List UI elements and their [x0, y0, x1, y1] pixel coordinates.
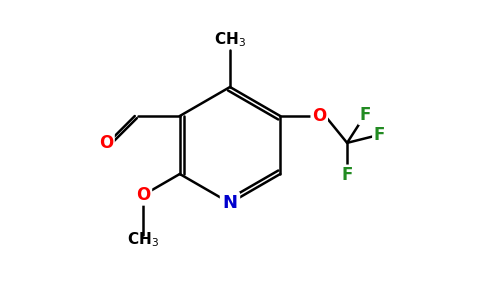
Text: F: F	[341, 166, 353, 184]
Text: O: O	[136, 186, 151, 204]
Text: F: F	[360, 106, 371, 124]
Text: O: O	[312, 107, 326, 125]
Text: CH$_3$: CH$_3$	[214, 31, 246, 49]
Text: CH$_3$: CH$_3$	[127, 231, 159, 249]
Text: O: O	[99, 134, 113, 152]
Text: N: N	[223, 194, 238, 212]
Text: F: F	[374, 126, 385, 144]
